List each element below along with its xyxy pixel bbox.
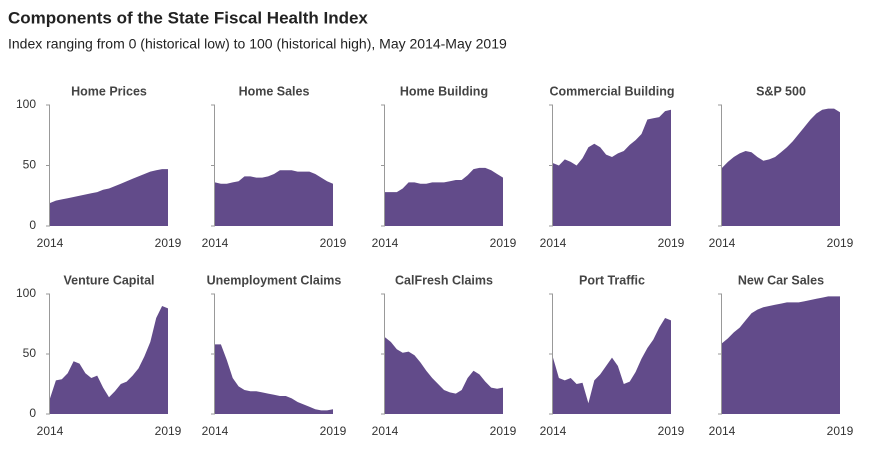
x-tick-label: 2014 [709, 236, 736, 250]
x-tick-label: 2019 [827, 424, 854, 438]
panel-title: Home Prices [71, 84, 147, 98]
x-tick-label: 2014 [372, 236, 399, 250]
area [50, 306, 168, 414]
x-tick-label: 2014 [372, 424, 399, 438]
x-tick-label: 2014 [540, 424, 567, 438]
x-tick-label: 2019 [658, 424, 685, 438]
area [553, 318, 671, 414]
y-tick-label: 50 [23, 346, 37, 360]
area [215, 170, 333, 226]
panel-title: CalFresh Claims [395, 273, 493, 287]
area [50, 169, 168, 226]
area [385, 167, 503, 226]
x-tick-label: 2014 [709, 424, 736, 438]
chart-subtitle: Index ranging from 0 (historical low) to… [8, 36, 507, 52]
x-tick-label: 2019 [155, 236, 182, 250]
x-tick-label: 2019 [827, 236, 854, 250]
x-tick-label: 2014 [37, 236, 64, 250]
x-tick-label: 2019 [155, 424, 182, 438]
area [215, 344, 333, 414]
x-tick-label: 2019 [490, 236, 517, 250]
x-tick-label: 2014 [202, 236, 229, 250]
x-tick-label: 2019 [320, 236, 347, 250]
area [722, 108, 840, 226]
x-tick-label: 2019 [320, 424, 347, 438]
area [722, 296, 840, 414]
y-tick-label: 0 [29, 406, 36, 420]
area [385, 337, 503, 414]
x-tick-label: 2014 [37, 424, 64, 438]
panel-title: Port Traffic [579, 273, 645, 287]
panel-title: Home Building [400, 84, 488, 98]
x-tick-label: 2014 [540, 236, 567, 250]
y-tick-label: 50 [23, 158, 37, 172]
panel-title: Unemployment Claims [207, 273, 342, 287]
chart-title: Components of the State Fiscal Health In… [8, 8, 368, 27]
y-tick-label: 100 [16, 97, 36, 111]
panel-title: S&P 500 [756, 84, 806, 98]
area [553, 109, 671, 226]
panel-title: Commercial Building [549, 84, 674, 98]
x-tick-label: 2019 [658, 236, 685, 250]
panel-title: Venture Capital [64, 273, 155, 287]
x-tick-label: 2019 [490, 424, 517, 438]
panel-title: New Car Sales [738, 273, 824, 287]
x-tick-label: 2014 [202, 424, 229, 438]
y-tick-label: 100 [16, 286, 36, 300]
panel-title: Home Sales [239, 84, 310, 98]
y-tick-label: 0 [29, 218, 36, 232]
